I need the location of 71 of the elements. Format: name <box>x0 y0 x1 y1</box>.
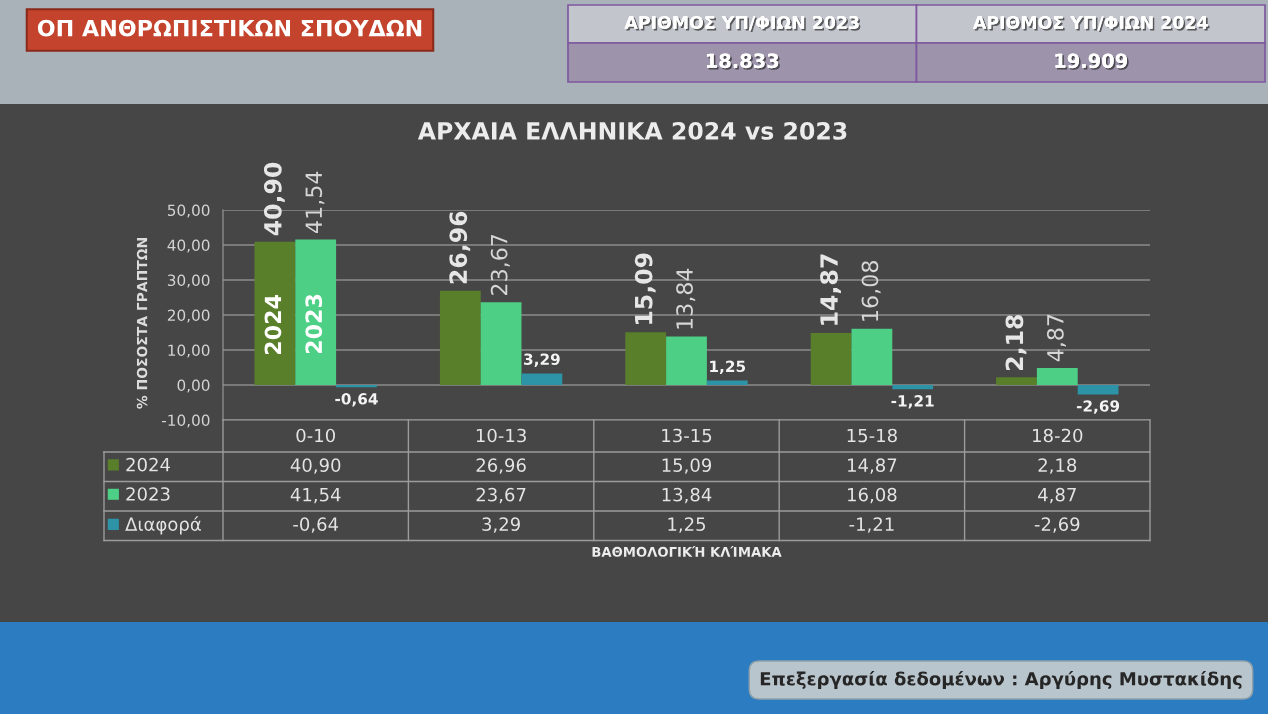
y-tick-label: 50,00 <box>167 204 210 218</box>
text: 2,18 <box>1005 315 1027 370</box>
bar <box>336 385 377 388</box>
bar <box>810 332 852 385</box>
text: ΑΡΙΘΜΟΣ ΥΠ/ΦΙΩΝ 2023 <box>624 15 861 33</box>
text: 13,84 <box>676 268 696 329</box>
x-tick-label: 10-13 <box>476 428 526 443</box>
text: 26,96 <box>449 211 471 284</box>
x-tick-label: 13-15 <box>662 428 712 443</box>
data-label: 2,18 <box>1038 458 1077 474</box>
y-tick-label: 20,00 <box>167 309 210 323</box>
text: 2023 <box>305 294 323 354</box>
data-label: 16,08 <box>848 487 897 504</box>
bar <box>706 380 748 385</box>
text: 3,29 <box>524 353 560 367</box>
legend-label: 2023 <box>126 487 170 501</box>
data-label: 40,90 <box>290 458 341 474</box>
legend-label: Διαφορά <box>125 516 201 535</box>
text: 19.909 <box>1055 53 1129 70</box>
text: 18.833 <box>706 53 780 70</box>
bar <box>521 373 563 385</box>
legend-label: 2024 <box>126 457 170 472</box>
x-tick-label: 0-10 <box>296 428 335 443</box>
text: 40,90 <box>263 162 285 236</box>
y-tick-label: 0,00 <box>177 379 210 393</box>
text: -1,21 <box>891 395 934 409</box>
bar <box>480 302 522 385</box>
bar <box>666 336 707 385</box>
text: 16,08 <box>861 261 881 321</box>
text: Επεξεργασία δεδομένων : Αργύρης Μυστακίδης <box>760 670 1242 690</box>
data-label: 1,25 <box>668 517 706 533</box>
x-tick-label: 15-18 <box>847 428 897 443</box>
data-label: 4,87 <box>1038 487 1076 504</box>
text: ΒΑΘΜΟΛΟΓΙΚΉ ΚΛΊΜΑΚΑ <box>592 546 782 557</box>
data-label: -1,21 <box>849 517 894 533</box>
data-label: -0,64 <box>293 517 339 533</box>
y-tick-label: 40,00 <box>167 239 210 253</box>
y-tick-label: 10,00 <box>168 344 210 358</box>
bar <box>625 332 667 385</box>
chart-title: ΑΡΧΑΙΑ ΕΛΛΗΝΙΚΑ 2024 vs 2023 <box>417 121 847 140</box>
y-axis-title: % ΠΟΣΟΣΤΑ ΓΡΑΠΤΩΝ <box>136 238 148 409</box>
bar <box>254 241 296 385</box>
data-label: 15,09 <box>662 458 712 474</box>
text: 4,87 <box>1046 314 1067 362</box>
text: 41,54 <box>305 171 325 233</box>
bar <box>439 290 481 385</box>
data-label: 23,67 <box>476 487 526 504</box>
bar <box>996 377 1037 385</box>
x-tick-label: 18-20 <box>1033 428 1083 443</box>
y-tick-label: 30,00 <box>167 274 210 288</box>
bar <box>1077 385 1119 395</box>
data-label: -2,69 <box>1034 517 1080 533</box>
text: 23,67 <box>490 234 510 295</box>
bar <box>1036 367 1078 385</box>
text: 15,09 <box>634 253 656 324</box>
text: ΟΠ ΑΝΘΡΩΠΙΣΤΙΚΩΝ ΣΠΟΥΔΩΝ <box>37 19 422 37</box>
text: 2024 <box>264 294 282 355</box>
data-label: 14,87 <box>848 458 897 474</box>
data-label: 13,84 <box>662 487 712 504</box>
data-label: 26,96 <box>476 458 526 474</box>
text: -0,64 <box>335 393 378 407</box>
bar <box>851 328 893 385</box>
data-label: 3,29 <box>482 517 520 533</box>
y-tick-label: -10,00 <box>162 414 210 428</box>
text: ΑΡΙΘΜΟΣ ΥΠ/ΦΙΩΝ 2024 <box>973 15 1210 33</box>
text: -2,69 <box>1076 400 1120 414</box>
text: 1,25 <box>710 360 746 375</box>
text: 14,87 <box>820 254 841 325</box>
data-label: 41,54 <box>290 488 341 504</box>
bar <box>892 385 934 390</box>
bar <box>295 239 337 385</box>
